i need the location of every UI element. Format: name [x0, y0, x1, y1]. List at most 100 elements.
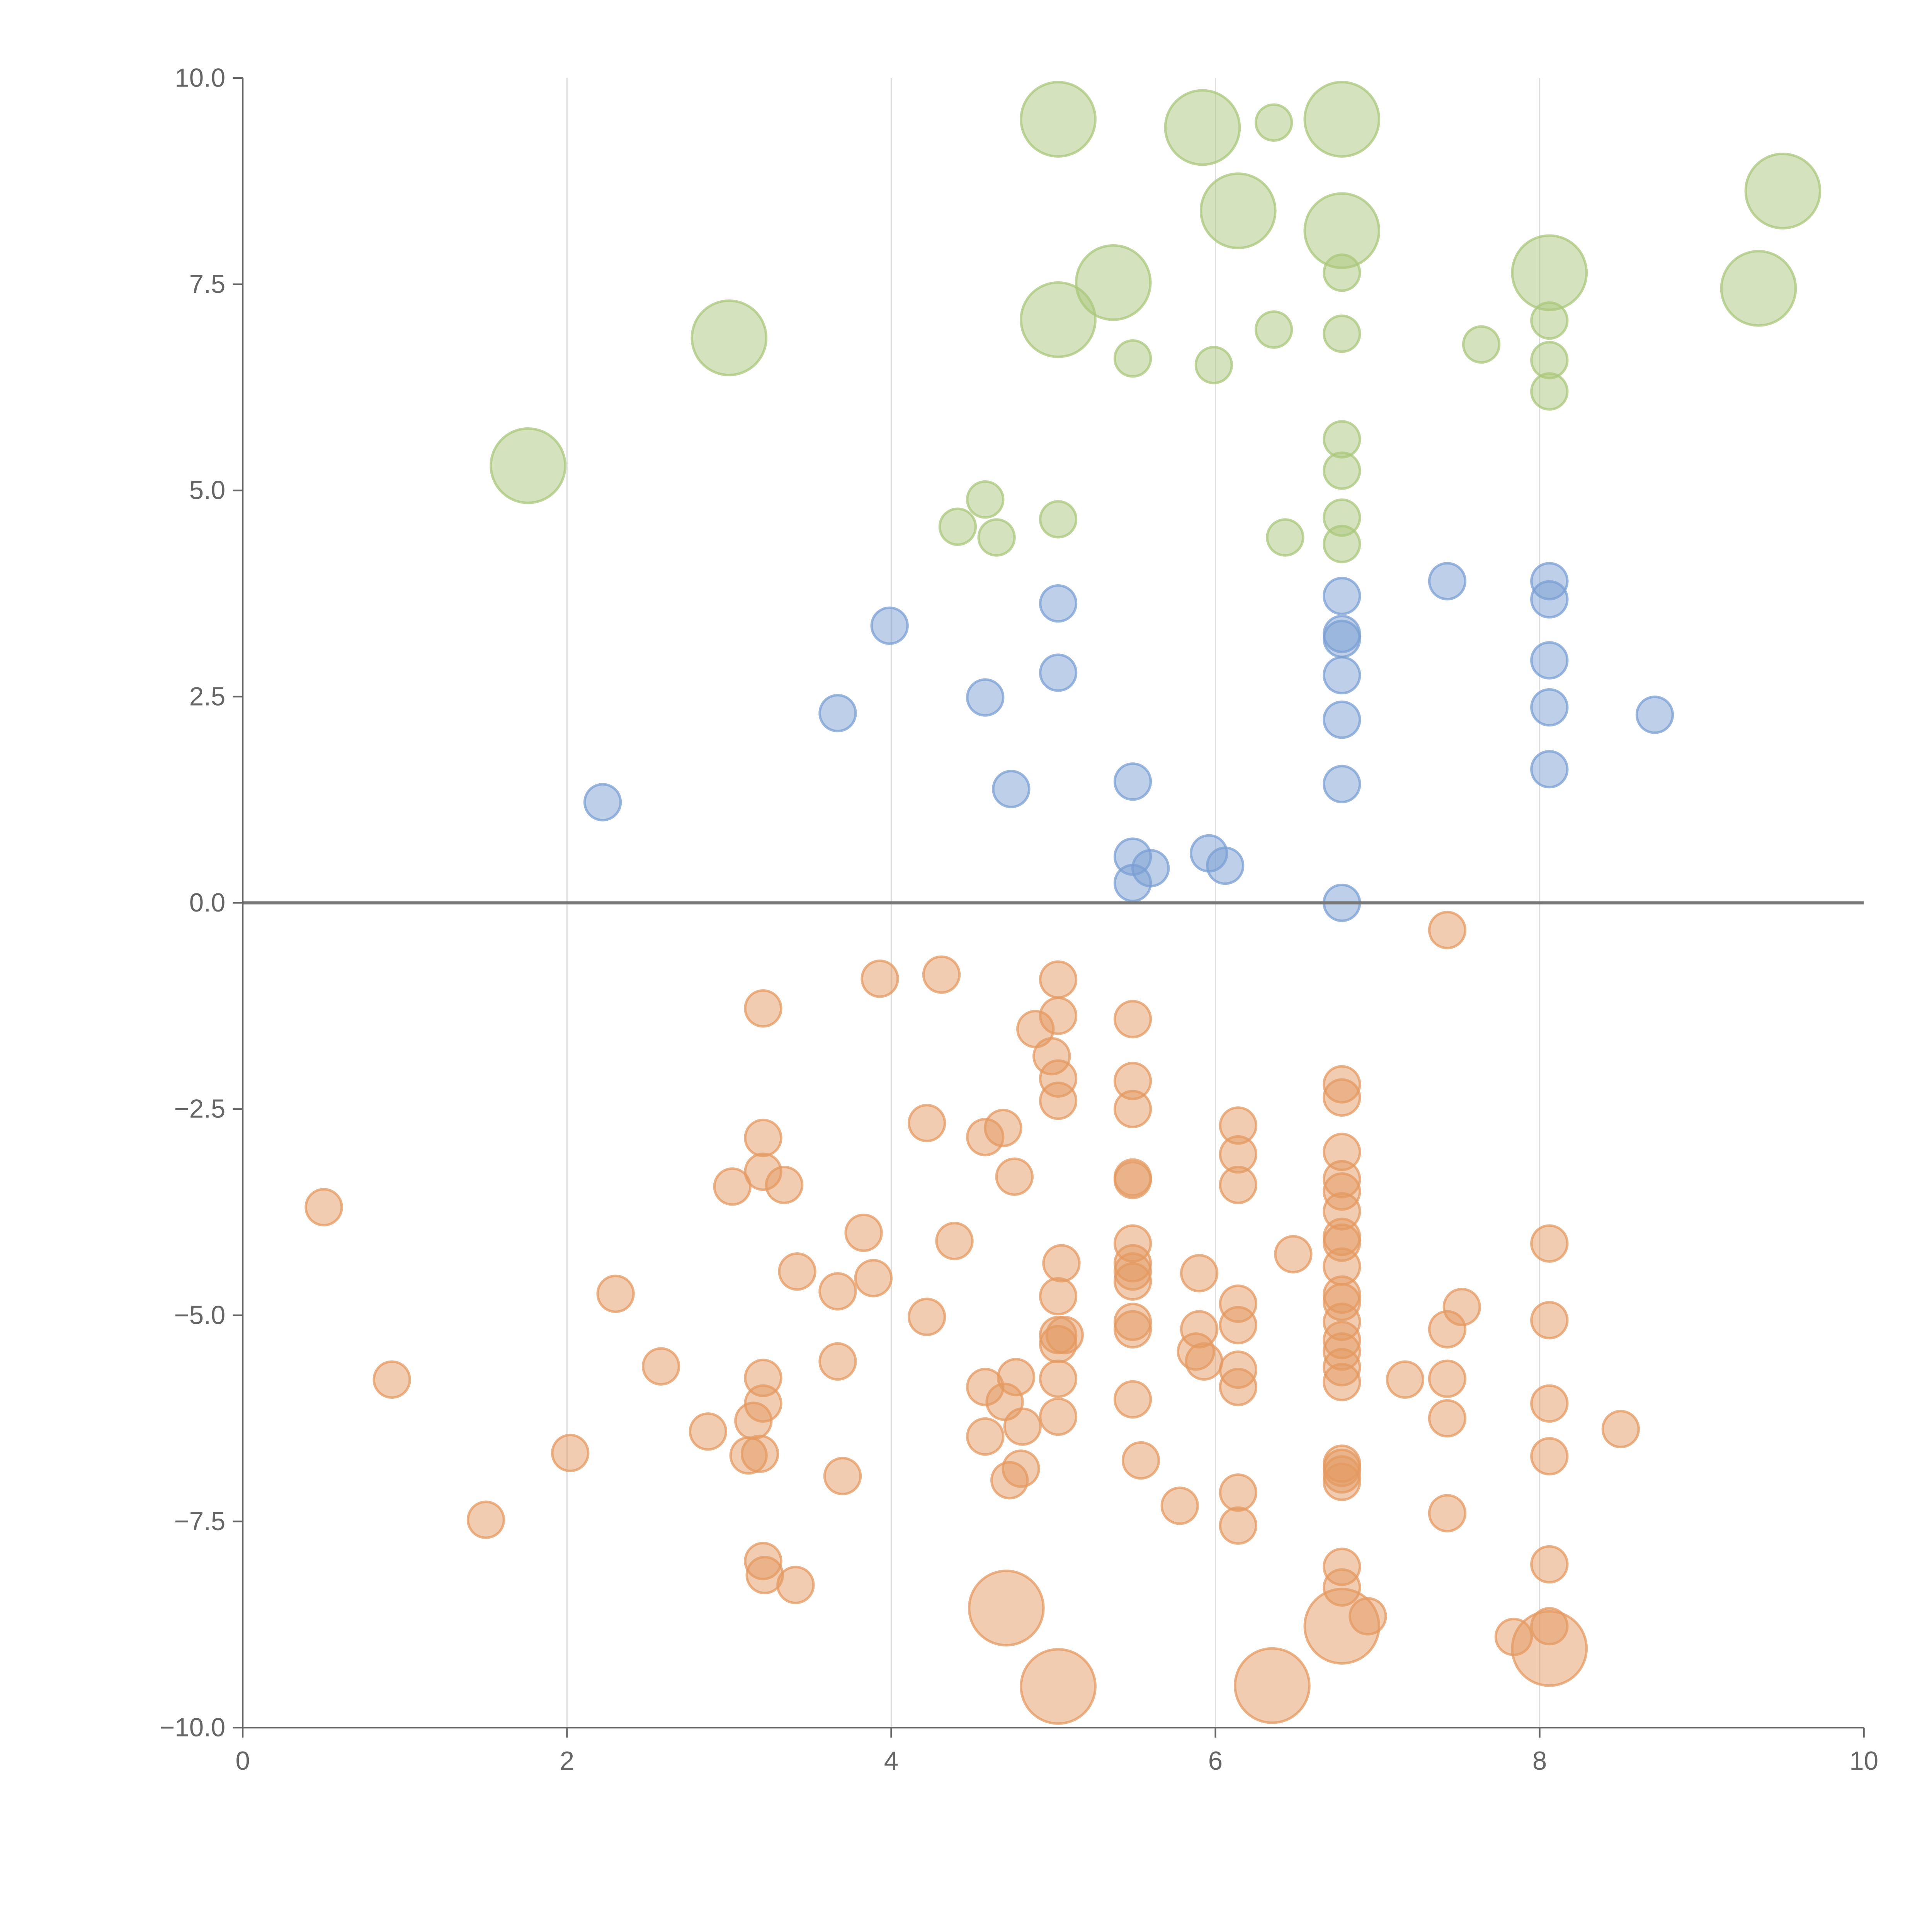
point-green [1199, 172, 1277, 249]
point-orange [1219, 1367, 1257, 1406]
point-green [966, 480, 1005, 519]
point-orange [740, 1434, 779, 1473]
point-orange [1185, 1342, 1223, 1381]
point-orange [995, 1157, 1034, 1196]
point-orange [935, 1222, 974, 1260]
point-green [1266, 518, 1304, 557]
point-orange [1039, 1277, 1078, 1316]
point-orange [744, 1119, 782, 1157]
point-orange [1428, 1399, 1467, 1438]
point-orange [854, 1259, 893, 1298]
point-green [1039, 500, 1078, 539]
point-blue [1530, 750, 1569, 789]
point-orange [1113, 1000, 1152, 1039]
point-blue [1206, 846, 1245, 885]
point-orange [1323, 1078, 1361, 1117]
point-green [1744, 153, 1821, 230]
point-orange [1511, 1610, 1588, 1687]
point-blue [870, 606, 909, 645]
point-green [1113, 339, 1152, 378]
point-green [1530, 372, 1569, 411]
point-orange [1219, 1473, 1257, 1512]
x-tick-label: 10 [1849, 1747, 1878, 1776]
point-orange [765, 1165, 804, 1204]
point-green [1164, 89, 1241, 166]
point-orange [1428, 1359, 1467, 1398]
point-green [1462, 325, 1501, 364]
point-orange [966, 1417, 1005, 1456]
point-orange [551, 1434, 590, 1473]
point-orange [744, 1384, 782, 1423]
point-blue [1039, 584, 1078, 623]
point-blue [1039, 653, 1078, 692]
point-orange [1039, 1325, 1078, 1364]
point-orange [1113, 1090, 1152, 1128]
point-orange [1042, 1244, 1081, 1283]
y-tick-label: 5.0 [189, 476, 226, 505]
point-orange [1274, 1235, 1313, 1274]
y-tick-label: 2.5 [189, 682, 226, 711]
point-orange [1428, 1494, 1467, 1532]
point-blue [1428, 562, 1467, 600]
point-orange [1113, 1161, 1152, 1199]
point-green [1020, 81, 1097, 158]
point-green [1020, 281, 1097, 358]
point-green [690, 299, 768, 376]
y-axis-ticks: 10.0 7.5 5.0 2.5 0.0 −2.5 −5.0 −7.5 −10.0 [160, 63, 243, 1742]
point-green [1511, 234, 1588, 311]
point-green [490, 427, 566, 504]
point-orange [1323, 1363, 1361, 1401]
point-orange [1219, 1165, 1257, 1204]
x-axis-ticks: 0 2 4 6 8 10 [235, 1728, 1878, 1776]
point-orange [1530, 1224, 1569, 1263]
point-blue [1323, 577, 1361, 616]
point-orange [1039, 1082, 1078, 1120]
point-blue [1113, 762, 1152, 801]
point-green [1720, 250, 1797, 327]
series-blue [583, 562, 1674, 922]
point-green [1323, 525, 1361, 563]
y-tick-label: −5.0 [174, 1301, 225, 1330]
point-orange [466, 1500, 505, 1539]
point-orange [1323, 1463, 1361, 1501]
point-orange [304, 1188, 343, 1226]
point-orange [1386, 1360, 1425, 1399]
point-orange [990, 1461, 1029, 1500]
point-green [1254, 310, 1293, 349]
point-orange [1428, 911, 1467, 949]
point-orange [984, 1109, 1022, 1147]
point-blue [1131, 849, 1170, 888]
series-green [490, 81, 1821, 563]
y-tick-label: −2.5 [174, 1095, 225, 1124]
y-tick-label: 0.0 [189, 888, 226, 917]
y-tick-label: 7.5 [189, 270, 226, 299]
point-green [1194, 346, 1233, 384]
point-blue [1323, 656, 1361, 695]
point-blue [1323, 619, 1361, 658]
point-orange [1020, 1648, 1097, 1725]
point-blue [583, 783, 622, 821]
point-orange [818, 1272, 857, 1311]
point-orange [1121, 1441, 1160, 1480]
series-orange [304, 911, 1640, 1725]
point-green [977, 518, 1016, 557]
point-orange [1530, 1384, 1569, 1423]
point-orange [908, 1298, 946, 1336]
point-blue [1635, 696, 1674, 734]
y-tick-label: 10.0 [175, 63, 225, 92]
point-orange [1601, 1410, 1640, 1449]
point-orange [968, 1570, 1045, 1646]
point-orange [776, 1566, 815, 1604]
point-orange [1039, 960, 1078, 999]
point-orange [689, 1412, 727, 1451]
x-tick-label: 2 [560, 1747, 574, 1776]
point-orange [1233, 1647, 1311, 1724]
point-green [1323, 253, 1361, 292]
point-orange [823, 1457, 862, 1495]
point-orange [1303, 1588, 1381, 1665]
point-orange [713, 1167, 752, 1206]
x-tick-label: 4 [884, 1747, 898, 1776]
point-orange [641, 1347, 680, 1386]
point-orange [844, 1213, 883, 1252]
